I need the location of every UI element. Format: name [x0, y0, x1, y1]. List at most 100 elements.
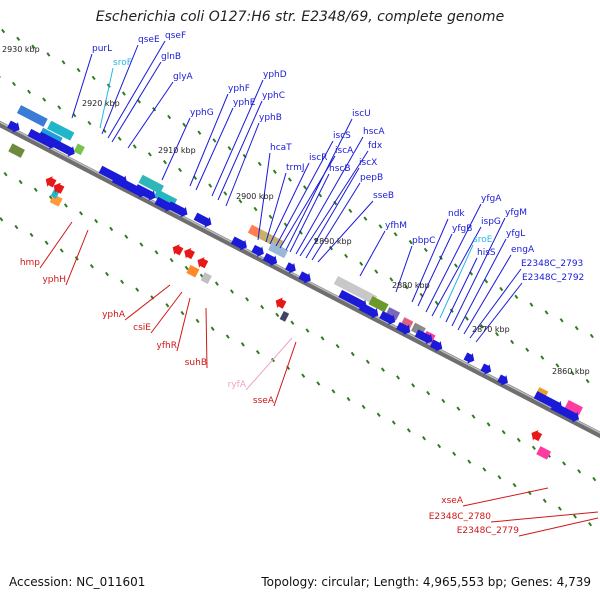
minor-tick: [408, 239, 413, 245]
minor-tick: [169, 257, 174, 263]
forward-cds-arrow: [358, 302, 379, 319]
reverse-cds-arrow: [53, 182, 65, 194]
feature-blocks-layer: [8, 105, 583, 460]
minor-tick: [63, 203, 68, 208]
gene-label: yphF: [228, 84, 250, 94]
gene-label: ispG: [481, 217, 501, 227]
kbp-tick-label: 2860 kbp: [552, 367, 590, 376]
label-leader-line: [462, 487, 549, 507]
forward-cds-arrow: [7, 120, 20, 133]
minor-tick: [3, 171, 8, 177]
minor-tick: [208, 183, 213, 188]
gene-label: E2348C_2793: [521, 259, 583, 269]
feature-block: [333, 275, 378, 305]
gene-label: E2348C_2792: [522, 273, 584, 283]
minor-tick: [61, 60, 66, 65]
minor-tick: [348, 208, 353, 214]
minor-tick: [495, 331, 500, 337]
minor-tick: [31, 44, 36, 49]
minor-tick: [344, 253, 349, 259]
gene-label: yfhR: [157, 341, 177, 351]
minor-tick: [331, 389, 336, 394]
minor-tick: [350, 351, 355, 357]
label-leader-line: [124, 284, 171, 321]
gene-label: hisS: [477, 248, 496, 258]
gene-label: qseF: [165, 31, 186, 41]
minor-tick: [404, 285, 409, 290]
label-leader-line: [269, 162, 310, 245]
minor-tick: [456, 406, 461, 411]
minor-tick: [11, 81, 16, 87]
minor-tick: [464, 316, 469, 321]
minor-tick: [290, 320, 295, 325]
minor-tick: [165, 303, 170, 308]
minor-tick: [210, 326, 215, 331]
forward-cds-arrow: [396, 322, 411, 336]
minor-tick: [510, 339, 515, 345]
minor-tick: [287, 177, 292, 182]
feature-block: [268, 241, 289, 259]
minor-tick: [542, 498, 547, 503]
gene-label: hcaT: [270, 143, 292, 153]
minor-tick: [214, 281, 219, 286]
reverse-cds-arrow: [197, 257, 209, 269]
label-leader-line: [39, 221, 73, 269]
label-leader-line: [211, 79, 264, 197]
gene-label: suhB: [185, 358, 207, 368]
minor-tick: [124, 234, 129, 239]
minor-tick: [434, 300, 439, 306]
kbp-tick-label: 2930 kbp: [2, 45, 40, 54]
minor-tick: [272, 169, 277, 174]
minor-tick: [557, 506, 562, 511]
feature-block: [16, 105, 48, 127]
label-leader-line: [189, 93, 229, 187]
minor-tick: [525, 347, 530, 352]
label-leader-line: [101, 44, 139, 135]
minor-tick: [529, 302, 534, 307]
label-leader-line: [275, 140, 334, 247]
minor-tick: [359, 261, 364, 266]
minor-tick: [437, 443, 442, 449]
minor-tick: [27, 89, 32, 94]
reverse-cds-arrow: [531, 429, 543, 442]
label-leader-line: [99, 67, 114, 129]
minor-tick: [577, 469, 582, 474]
minor-tick: [87, 120, 92, 126]
minor-tick: [499, 286, 504, 292]
minor-tick: [18, 179, 23, 185]
gene-label: ndk: [448, 209, 465, 219]
feature-block: [536, 446, 552, 460]
minor-tick: [79, 211, 84, 216]
gene-label: fdx: [368, 141, 383, 151]
gene-label: iscX: [359, 158, 377, 168]
label-leader-line: [65, 229, 89, 286]
minor-tick: [195, 318, 200, 324]
gene-label: yfgL: [506, 229, 525, 239]
gene-label: qseE: [138, 35, 160, 45]
kbp-tick-label: 2910 kbp: [158, 146, 196, 155]
gene-label: purL: [92, 44, 112, 54]
forward-cds-arrow: [154, 196, 173, 212]
forward-cds-arrow: [230, 236, 247, 251]
minor-tick: [132, 144, 137, 149]
gene-label: yfhM: [385, 221, 407, 231]
label-leader-line: [475, 282, 523, 343]
minor-tick: [16, 36, 21, 42]
label-leader-line: [257, 152, 271, 241]
minor-tick: [167, 114, 172, 120]
minor-tick: [117, 136, 122, 141]
minor-tick: [467, 459, 472, 464]
minor-tick: [57, 105, 62, 110]
minor-tick: [574, 325, 579, 331]
feature-block: [73, 143, 85, 156]
feature-block: [153, 189, 178, 208]
minor-tick: [516, 437, 521, 443]
label-leader-line: [127, 81, 174, 149]
minor-tick: [486, 422, 491, 427]
minor-tick: [363, 216, 368, 221]
gene-label: yphH: [42, 275, 66, 285]
feature-block: [50, 187, 61, 199]
minor-tick: [389, 277, 394, 282]
label-leader-line: [317, 200, 374, 263]
label-leader-line: [161, 117, 191, 181]
